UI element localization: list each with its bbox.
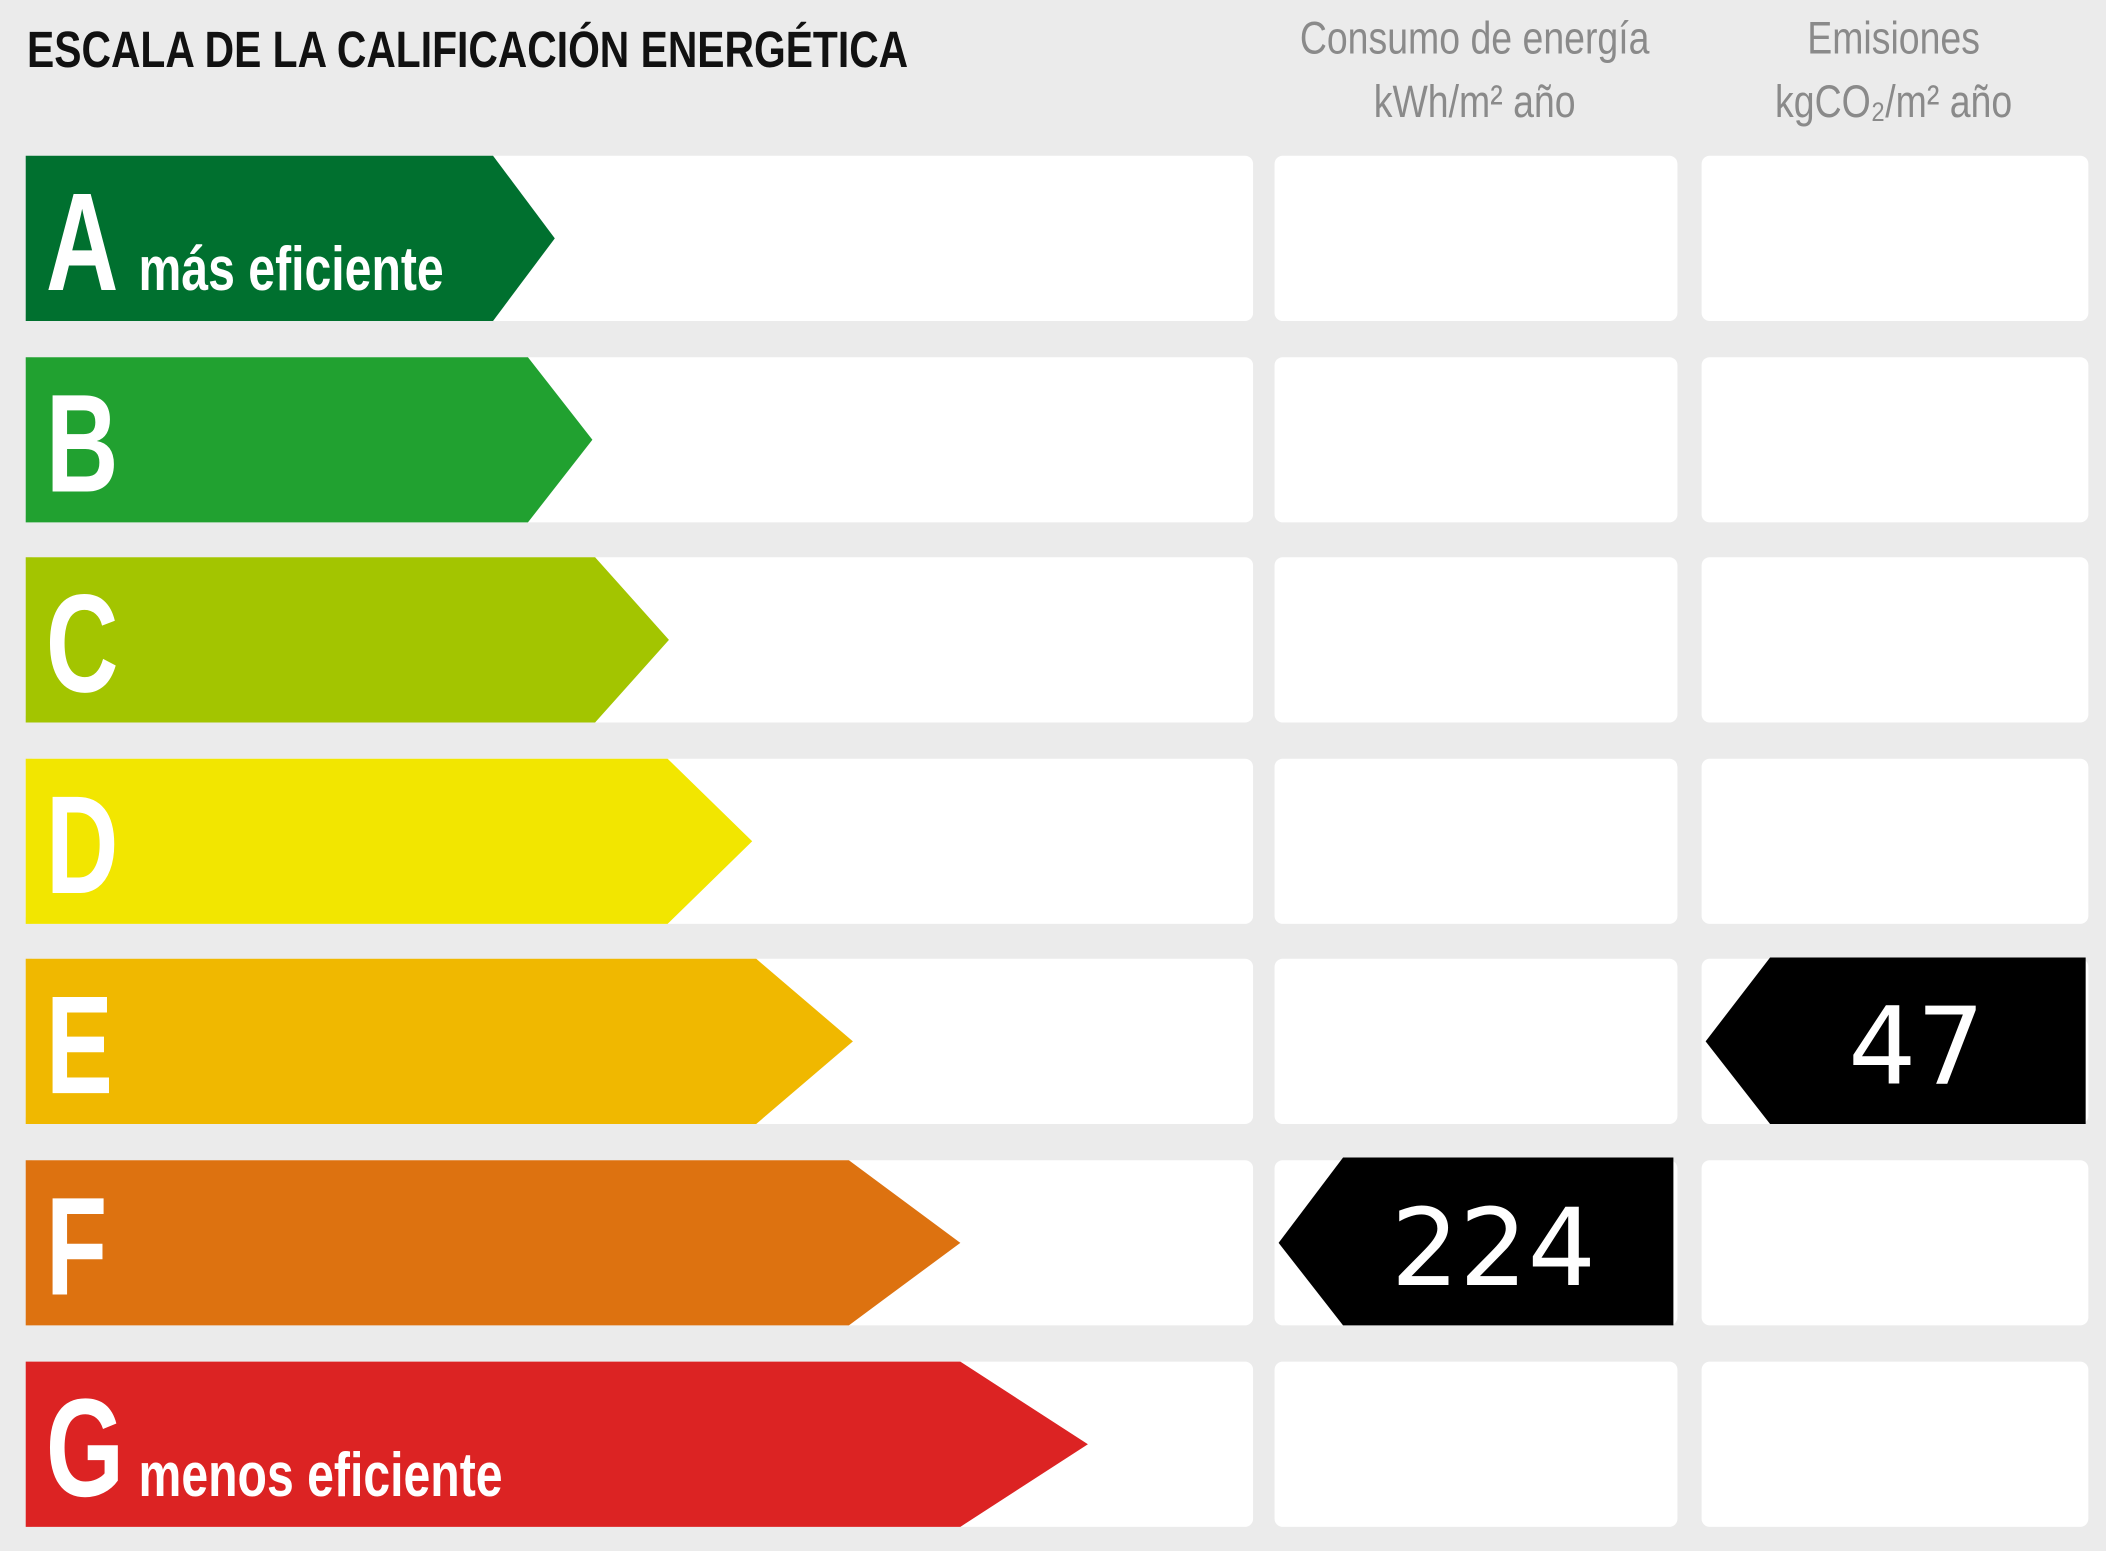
rating-letter: G xyxy=(46,1370,124,1526)
emissions-indicator xyxy=(1705,957,2086,1124)
rating-arrow xyxy=(25,155,555,321)
energy-cell xyxy=(1274,758,1678,924)
rating-label: más eficiente xyxy=(139,234,444,303)
rating-label: menos eficiente xyxy=(139,1440,503,1509)
energy-value: 224 xyxy=(1391,1186,1596,1311)
rating-arrow xyxy=(25,958,853,1124)
energy-cell xyxy=(1274,155,1678,321)
emissions-cell xyxy=(1701,155,2089,321)
rating-arrow xyxy=(25,1160,961,1326)
energy-indicator xyxy=(1278,1157,1674,1326)
energy-cell xyxy=(1274,357,1678,523)
rating-letter: C xyxy=(46,565,119,721)
rating-letter: F xyxy=(46,1168,107,1324)
emissions-value: 47 xyxy=(1848,985,1985,1110)
rating-letter: B xyxy=(46,365,119,521)
emissions-cell xyxy=(1701,557,2089,723)
emissions-unit: kgCO₂/m² año xyxy=(1775,75,2012,126)
rating-letter: E xyxy=(46,967,113,1123)
emissions-cell xyxy=(1701,1361,2089,1527)
energy-header: Consumo de energía xyxy=(1300,12,1650,63)
rating-arrow xyxy=(25,758,753,924)
rating-letter: A xyxy=(46,164,119,320)
emissions-header: Emisiones xyxy=(1807,12,1980,63)
rating-arrow xyxy=(25,357,593,523)
rating-arrow xyxy=(25,557,669,723)
emissions-cell xyxy=(1701,1160,2089,1326)
rating-arrow xyxy=(25,1361,1088,1527)
energy-unit: kWh/m² año xyxy=(1374,75,1576,126)
title: ESCALA DE LA CALIFICACIÓN ENERGÉTICA xyxy=(27,21,908,78)
energy-cell xyxy=(1274,557,1678,723)
emissions-cell xyxy=(1701,758,2089,924)
rating-letter: D xyxy=(46,767,119,923)
energy-cell xyxy=(1274,1361,1678,1527)
emissions-cell xyxy=(1701,357,2089,523)
energy-cell xyxy=(1274,958,1678,1124)
